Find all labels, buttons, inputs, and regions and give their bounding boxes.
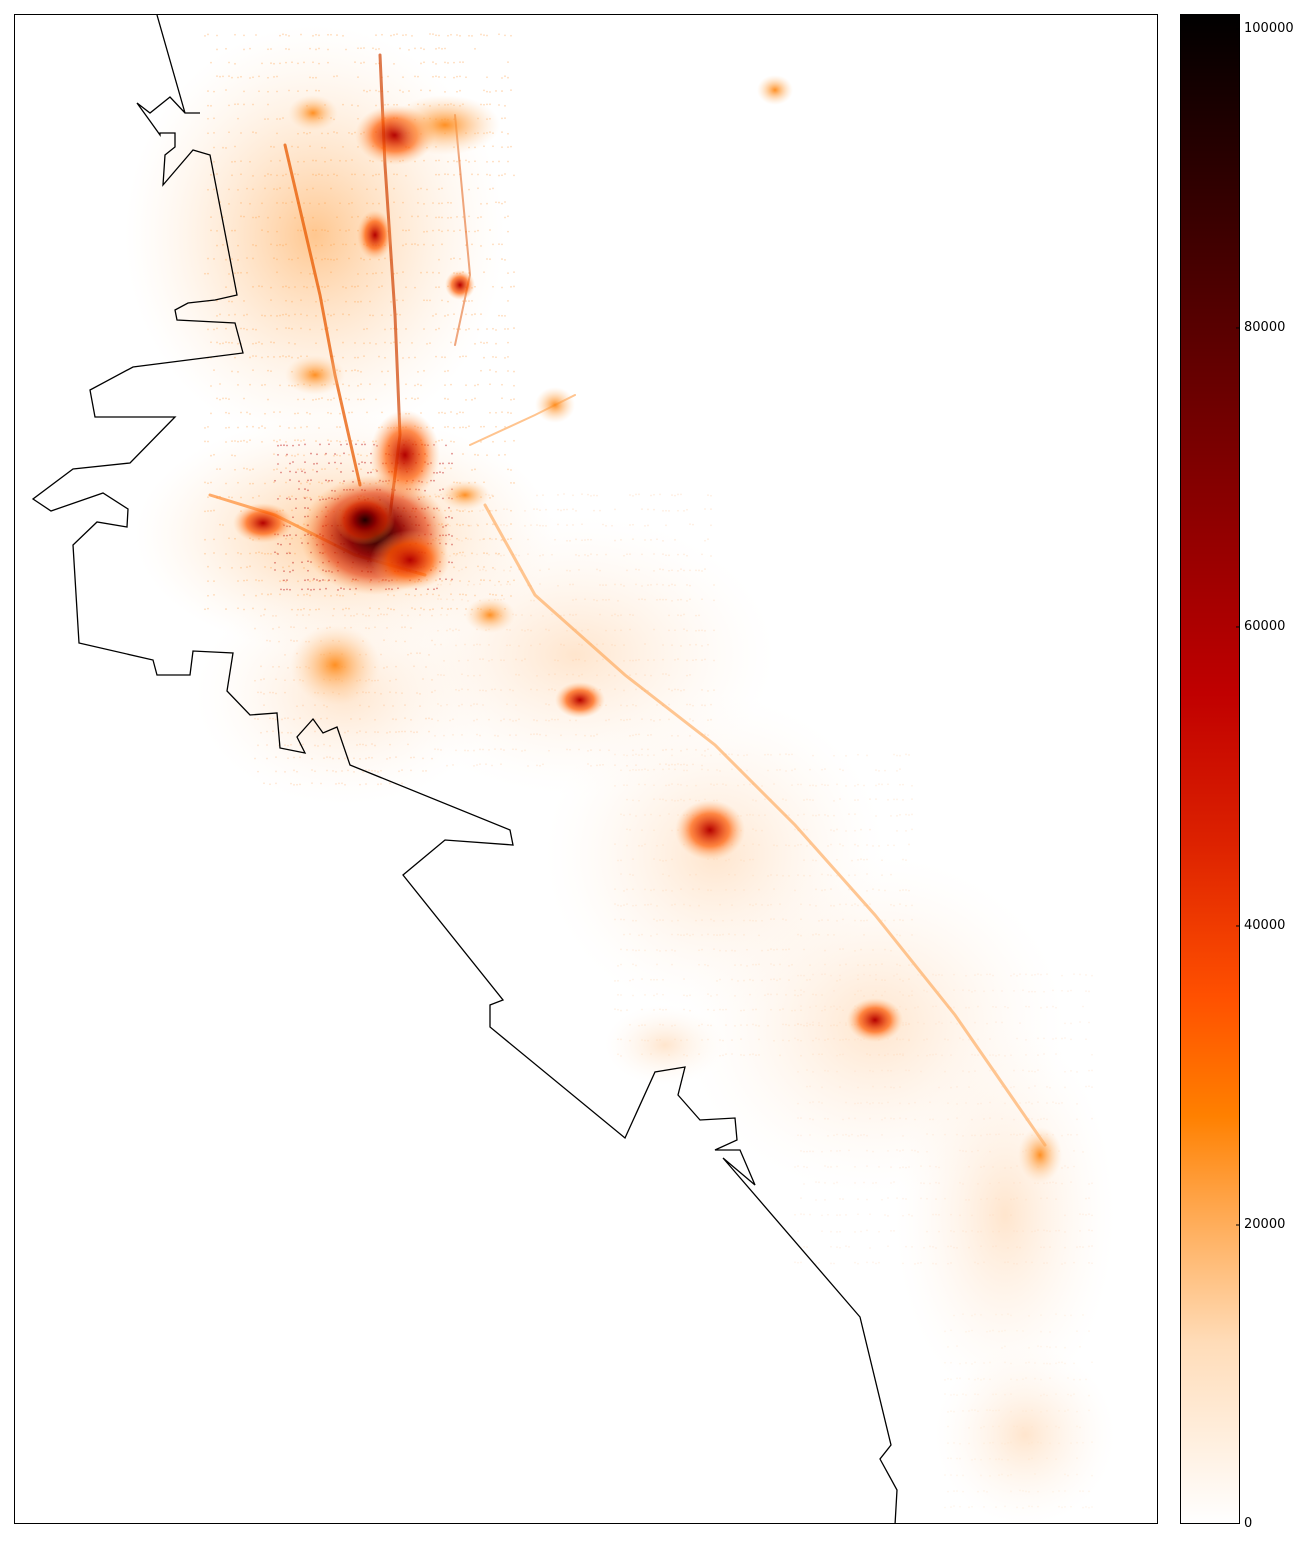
colorbar bbox=[1180, 14, 1240, 1524]
colorbar-tick-label: 20000 bbox=[1244, 1216, 1286, 1232]
colorbar-tick-label: 80000 bbox=[1244, 319, 1286, 335]
coastline bbox=[31, 15, 898, 1523]
colorbar-tick-label: 0 bbox=[1244, 1516, 1253, 1531]
hotspots bbox=[233, 75, 1062, 1183]
density-fields bbox=[125, 25, 1115, 1523]
colorbar-tick-label: 60000 bbox=[1244, 618, 1286, 634]
colorbar-tick-label: 100000 bbox=[1244, 20, 1294, 36]
colorbar-gradient bbox=[1180, 14, 1240, 1524]
colorbar-tick-label: 40000 bbox=[1244, 917, 1286, 933]
colorbar-ticks bbox=[1236, 28, 1240, 1524]
map-canvas bbox=[31, 15, 1115, 1523]
map-plot-area bbox=[14, 14, 1158, 1524]
